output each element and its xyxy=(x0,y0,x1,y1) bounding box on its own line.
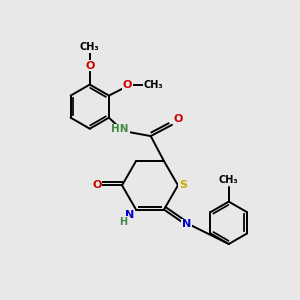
Text: S: S xyxy=(179,180,187,190)
Text: N: N xyxy=(182,219,191,229)
Text: N: N xyxy=(125,210,134,220)
Text: O: O xyxy=(85,61,94,71)
Text: O: O xyxy=(92,180,102,190)
Text: CH₃: CH₃ xyxy=(219,176,239,185)
Text: H: H xyxy=(119,217,127,227)
Text: CH₃: CH₃ xyxy=(80,42,100,52)
Text: HN: HN xyxy=(111,124,129,134)
Text: O: O xyxy=(123,80,132,90)
Text: CH₃: CH₃ xyxy=(143,80,163,90)
Text: O: O xyxy=(174,114,183,124)
